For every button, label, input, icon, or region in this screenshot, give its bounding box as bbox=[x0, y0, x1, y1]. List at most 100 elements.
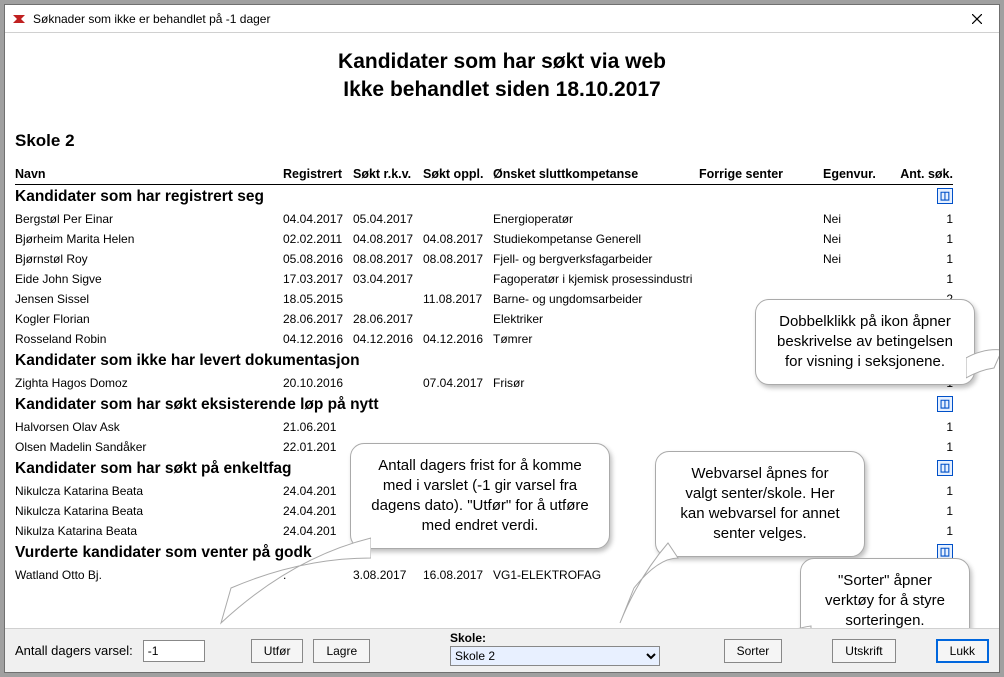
table-cell: Eide John Sigve bbox=[15, 269, 283, 289]
table-cell: Fjell- og bergverksfagarbeider bbox=[493, 249, 699, 269]
table-cell bbox=[423, 269, 493, 289]
report-headline: Kandidater som har søkt via web bbox=[15, 49, 989, 75]
table-cell: Bjørnstøl Roy bbox=[15, 249, 283, 269]
table-cell: 05.08.2016 bbox=[283, 249, 353, 269]
content-area: Kandidater som har søkt via web Ikke beh… bbox=[5, 33, 999, 628]
table-cell bbox=[423, 417, 493, 437]
table-cell bbox=[423, 309, 493, 329]
table-cell: 04.04.2017 bbox=[283, 209, 353, 229]
table-cell: Olsen Madelin Sandåker bbox=[15, 437, 283, 457]
report-subhead: Ikke behandlet siden 18.10.2017 bbox=[15, 77, 989, 103]
table-cell: 07.04.2017 bbox=[423, 373, 493, 393]
utfor-button[interactable]: Utfør bbox=[251, 639, 304, 663]
col-egenvur: Egenvur. bbox=[823, 165, 893, 185]
info-icon[interactable]: ◫ bbox=[937, 396, 953, 412]
col-sokt-rkv: Søkt r.k.v. bbox=[353, 165, 423, 185]
callout-text: "Sorter" åpner verktøy for å styre sorte… bbox=[825, 572, 945, 628]
col-ant-sok: Ant. søk. bbox=[893, 165, 953, 185]
table-cell: Nei bbox=[823, 209, 893, 229]
table-cell: Barne- og ungdomsarbeider bbox=[493, 289, 699, 309]
table-cell: 21.06.201 bbox=[283, 417, 353, 437]
col-registrert: Registrert bbox=[283, 165, 353, 185]
table-cell: 04.08.2017 bbox=[353, 229, 423, 249]
table-cell: Bergstøl Per Einar bbox=[15, 209, 283, 229]
table-cell bbox=[699, 229, 823, 249]
table-cell: 11.08.2017 bbox=[423, 289, 493, 309]
table-cell: 1 bbox=[893, 501, 953, 521]
callout-sorter: "Sorter" åpner verktøy for å styre sorte… bbox=[800, 558, 970, 628]
table-cell bbox=[823, 269, 893, 289]
sorter-button[interactable]: Sorter bbox=[724, 639, 783, 663]
close-button[interactable] bbox=[954, 5, 999, 33]
skole-select[interactable]: Skole 2 bbox=[450, 646, 660, 666]
lukk-button[interactable]: Lukk bbox=[936, 639, 989, 663]
table-cell: Kogler Florian bbox=[15, 309, 283, 329]
col-sokt-oppl: Søkt oppl. bbox=[423, 165, 493, 185]
table-cell: 02.02.2011 bbox=[283, 229, 353, 249]
section-info-icon-cell: ◫ bbox=[893, 457, 953, 481]
section-title: Kandidater som har registrert seg bbox=[15, 185, 893, 209]
table-cell: 04.12.2016 bbox=[423, 329, 493, 349]
table-cell: 1 bbox=[893, 249, 953, 269]
table-cell: Nei bbox=[823, 229, 893, 249]
table-cell: 08.08.2017 bbox=[353, 249, 423, 269]
table-cell bbox=[699, 417, 823, 437]
titlebar: Søknader som ikke er behandlet på -1 dag… bbox=[5, 5, 999, 33]
table-cell: 24.04.201 bbox=[283, 501, 353, 521]
table-cell: 05.04.2017 bbox=[353, 209, 423, 229]
section-info-icon-cell: ◫ bbox=[893, 393, 953, 417]
col-onsket: Ønsket sluttkompetanse bbox=[493, 165, 699, 185]
table-cell bbox=[699, 209, 823, 229]
table-cell: 18.05.2015 bbox=[283, 289, 353, 309]
skole-title: Skole 2 bbox=[15, 131, 989, 151]
table-cell: 20.10.2016 bbox=[283, 373, 353, 393]
callout-text: Antall dagers frist for å komme med i va… bbox=[371, 457, 588, 534]
table-cell bbox=[699, 269, 823, 289]
table-cell: Energioperatør bbox=[493, 209, 699, 229]
table-cell: Frisør bbox=[493, 373, 699, 393]
section-info-icon-cell: ◫ bbox=[893, 185, 953, 209]
table-cell: 1 bbox=[893, 229, 953, 249]
window-title: Søknader som ikke er behandlet på -1 dag… bbox=[33, 12, 954, 26]
days-input[interactable] bbox=[143, 640, 205, 662]
table-cell: Elektriker bbox=[493, 309, 699, 329]
col-forrige: Forrige senter bbox=[699, 165, 823, 185]
table-cell bbox=[353, 373, 423, 393]
table-cell: 04.08.2017 bbox=[423, 229, 493, 249]
table-cell: 08.08.2017 bbox=[423, 249, 493, 269]
table-cell: 28.06.2017 bbox=[353, 309, 423, 329]
skole-selector: Skole: Skole 2 bbox=[450, 631, 660, 666]
table-cell bbox=[699, 249, 823, 269]
table-cell: 1 bbox=[893, 521, 953, 541]
table-cell bbox=[423, 209, 493, 229]
info-icon[interactable]: ◫ bbox=[937, 188, 953, 204]
table-cell: Rosseland Robin bbox=[15, 329, 283, 349]
callout-text: Dobbelklikk på ikon åpner beskrivelse av… bbox=[777, 313, 953, 370]
table-cell: 04.12.2016 bbox=[283, 329, 353, 349]
table-cell bbox=[493, 417, 699, 437]
callout-icon-help: Dobbelklikk på ikon åpner beskrivelse av… bbox=[755, 299, 975, 385]
table-cell: 28.06.2017 bbox=[283, 309, 353, 329]
table-cell bbox=[353, 289, 423, 309]
table-cell: 1 bbox=[893, 417, 953, 437]
skole-label: Skole: bbox=[450, 631, 660, 645]
callout-webvarsel: Webvarsel åpnes for valgt senter/skole. … bbox=[655, 451, 865, 557]
table-cell: 1 bbox=[893, 481, 953, 501]
table-cell: Nei bbox=[823, 249, 893, 269]
table-cell: 1 bbox=[893, 437, 953, 457]
col-navn: Navn bbox=[15, 165, 283, 185]
table-cell: Zighta Hagos Domoz bbox=[15, 373, 283, 393]
table-cell: Jensen Sissel bbox=[15, 289, 283, 309]
table-cell: 1 bbox=[893, 209, 953, 229]
table-cell: Tømrer bbox=[493, 329, 699, 349]
table-cell bbox=[353, 417, 423, 437]
info-icon[interactable]: ◫ bbox=[937, 460, 953, 476]
window: Søknader som ikke er behandlet på -1 dag… bbox=[4, 4, 1000, 673]
callout-text: Webvarsel åpnes for valgt senter/skole. … bbox=[680, 465, 839, 542]
lagre-button[interactable]: Lagre bbox=[313, 639, 370, 663]
app-icon bbox=[11, 11, 27, 27]
table-cell: 1 bbox=[893, 269, 953, 289]
table-cell bbox=[823, 417, 893, 437]
table-cell: 03.04.2017 bbox=[353, 269, 423, 289]
utskrift-button[interactable]: Utskrift bbox=[832, 639, 895, 663]
